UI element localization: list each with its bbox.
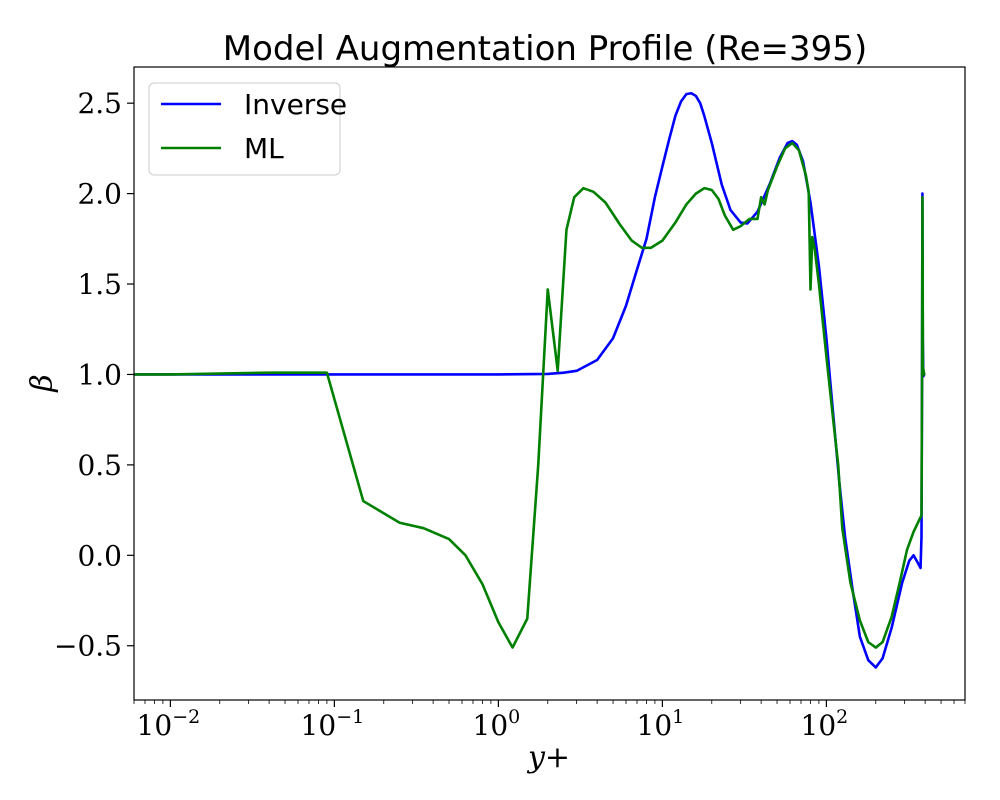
x-tick-base-3: 10 xyxy=(637,709,673,742)
plot-frame xyxy=(133,66,966,701)
x-tick-base-1: 10 xyxy=(301,709,337,742)
y-tick-label-0: −0.5 xyxy=(54,630,122,663)
y-tick-label-1: 0.0 xyxy=(77,539,122,572)
series-line-ml xyxy=(134,141,926,649)
y-tick-label-5: 2.0 xyxy=(77,178,122,211)
chart-title: Model Augmentation Profile (Re=395) xyxy=(223,29,867,69)
y-tick-label-4: 1.5 xyxy=(77,268,122,301)
x-tick-exponent-3: 1 xyxy=(672,706,684,728)
x-axis-label: y+ xyxy=(526,740,570,775)
x-tick-label-4: 102 xyxy=(801,706,849,742)
x-tick-base-0: 10 xyxy=(137,709,173,742)
x-tick-exponent-0: −2 xyxy=(172,706,200,728)
y-tick-label-3: 1.0 xyxy=(77,358,122,391)
y-tick-label-2: 0.5 xyxy=(77,449,122,482)
legend-label-inverse: Inverse xyxy=(244,88,347,121)
ticks-layer: 10−2 10−1 100 101 102−0.50.00.51.01.52.02.5 xyxy=(54,87,966,742)
x-tick-label-2: 100 xyxy=(473,706,521,742)
legend: Inverse ML xyxy=(148,82,347,176)
x-tick-base-4: 10 xyxy=(801,709,837,742)
legend-frame xyxy=(148,82,341,176)
y-axis-label: β xyxy=(25,374,60,392)
x-tick-label-0: 10−2 xyxy=(137,706,201,742)
series-layer xyxy=(134,91,926,669)
x-tick-exponent-1: −1 xyxy=(336,706,364,728)
y-tick-label-6: 2.5 xyxy=(77,87,122,120)
x-tick-exponent-2: 0 xyxy=(508,706,520,728)
x-tick-base-2: 10 xyxy=(473,709,509,742)
x-tick-label-3: 101 xyxy=(637,706,685,742)
x-tick-label-1: 10−1 xyxy=(301,706,365,742)
legend-label-ml: ML xyxy=(244,132,284,165)
x-tick-exponent-4: 2 xyxy=(836,706,848,728)
